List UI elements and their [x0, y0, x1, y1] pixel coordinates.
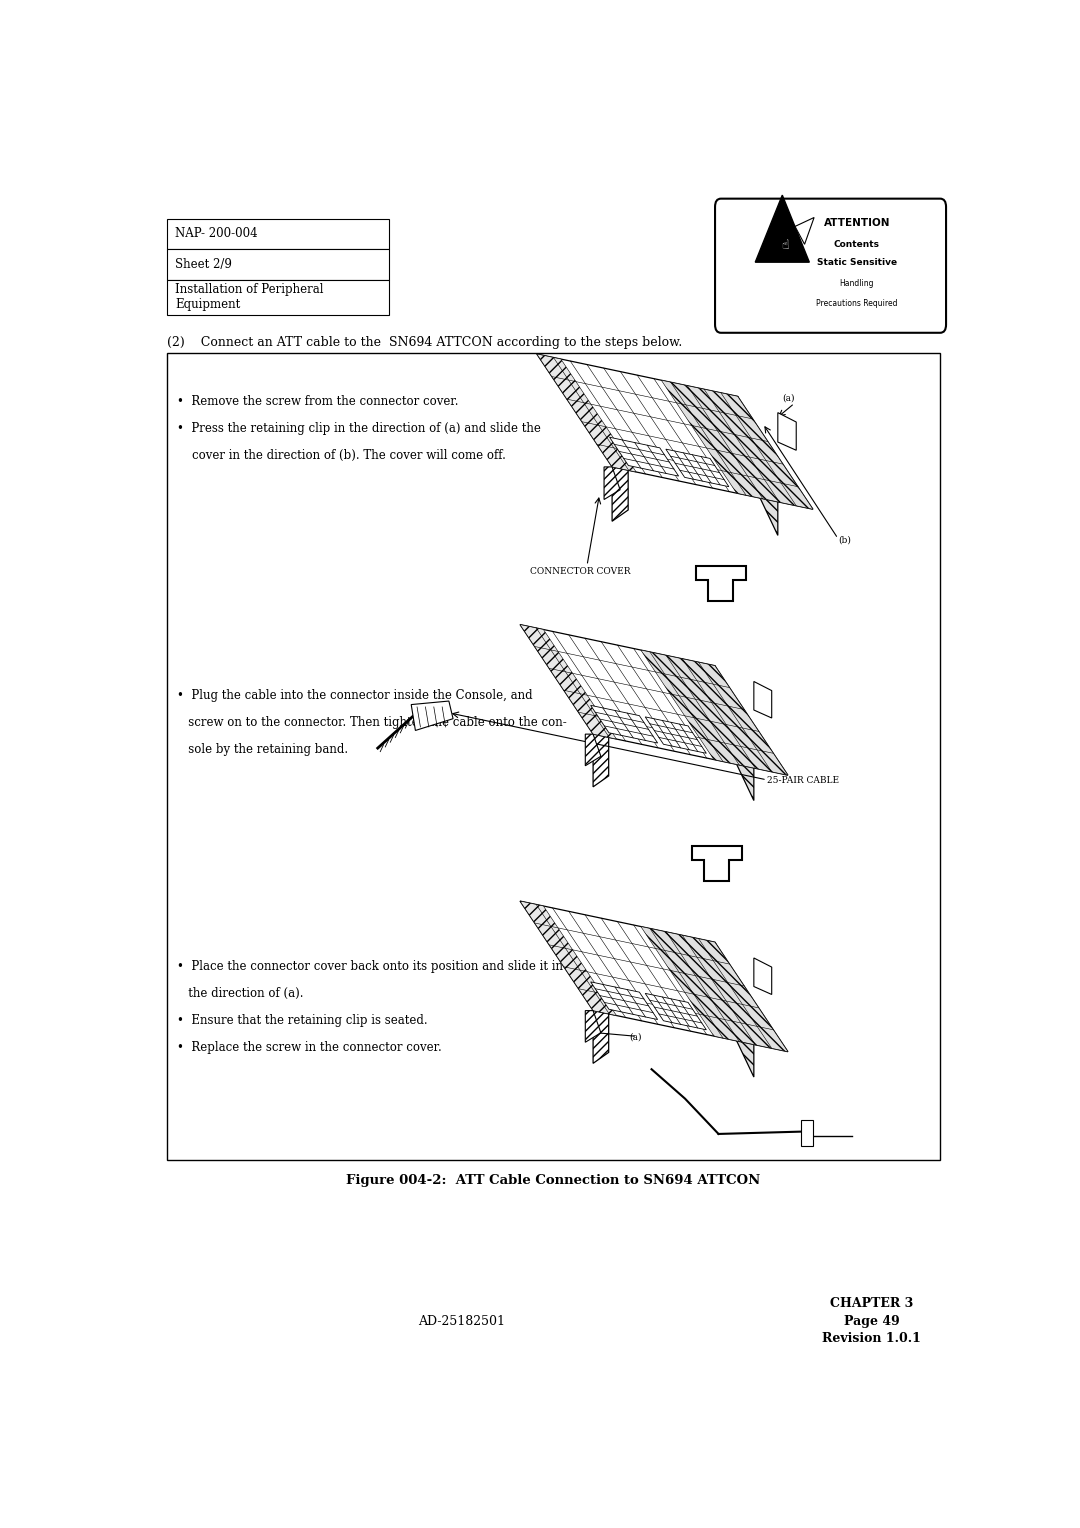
Polygon shape — [666, 449, 729, 487]
Polygon shape — [696, 565, 746, 601]
Polygon shape — [537, 354, 813, 509]
Polygon shape — [754, 681, 772, 718]
Polygon shape — [661, 380, 813, 509]
Text: (a): (a) — [782, 394, 795, 403]
Polygon shape — [521, 902, 617, 1016]
Polygon shape — [521, 625, 617, 740]
Polygon shape — [795, 217, 814, 244]
Text: Page 49: Page 49 — [843, 1314, 900, 1328]
Text: Handling: Handling — [839, 280, 874, 287]
Polygon shape — [645, 717, 706, 753]
Polygon shape — [593, 999, 609, 1063]
Polygon shape — [411, 701, 454, 730]
Text: (b): (b) — [838, 535, 851, 544]
Bar — [166, 280, 389, 315]
Polygon shape — [640, 649, 788, 775]
Text: AD-25182501: AD-25182501 — [418, 1314, 505, 1328]
Text: Installation of Peripheral
Equipment: Installation of Peripheral Equipment — [175, 284, 324, 312]
Text: CONNECTOR COVER: CONNECTOR COVER — [530, 567, 631, 576]
Text: Contents: Contents — [834, 240, 880, 249]
Polygon shape — [585, 733, 600, 766]
Text: Static Sensitive: Static Sensitive — [816, 258, 896, 267]
Polygon shape — [604, 468, 620, 500]
Text: •  Place the connector cover back onto its position and slide it in: • Place the connector cover back onto it… — [177, 960, 563, 973]
Text: Revision 1.0.1: Revision 1.0.1 — [822, 1332, 921, 1345]
Polygon shape — [537, 354, 636, 472]
Text: NAP- 200-004: NAP- 200-004 — [175, 228, 258, 240]
Text: •  Press the retaining clip in the direction of (a) and slide the: • Press the retaining clip in the direct… — [177, 422, 541, 435]
Text: ☝: ☝ — [781, 240, 788, 252]
Polygon shape — [591, 983, 658, 1019]
Text: •  Plug the cable into the connector inside the Console, and: • Plug the cable into the connector insi… — [177, 689, 532, 703]
Text: cover in the direction of (b). The cover will come off.: cover in the direction of (b). The cover… — [177, 449, 505, 463]
Bar — [800, 1120, 813, 1146]
Text: •  Replace the screw in the connector cover.: • Replace the screw in the connector cov… — [177, 1041, 442, 1054]
Text: •  Remove the screw from the connector cover.: • Remove the screw from the connector co… — [177, 396, 458, 408]
Text: the direction of (a).: the direction of (a). — [177, 987, 303, 999]
Polygon shape — [612, 455, 629, 521]
Text: Figure 004-2:  ATT Cable Connection to SN694 ATTCON: Figure 004-2: ATT Cable Connection to SN… — [347, 1174, 760, 1187]
Polygon shape — [754, 958, 772, 995]
Text: •  Ensure that the retaining clip is seated.: • Ensure that the retaining clip is seat… — [177, 1015, 428, 1027]
Text: ATTENTION: ATTENTION — [824, 219, 890, 228]
Polygon shape — [778, 413, 796, 451]
Polygon shape — [585, 1010, 600, 1042]
FancyBboxPatch shape — [715, 199, 946, 333]
Polygon shape — [609, 437, 678, 477]
Text: 25-PAIR CABLE: 25-PAIR CABLE — [767, 776, 839, 785]
Polygon shape — [715, 666, 754, 801]
Polygon shape — [691, 847, 742, 882]
Bar — [166, 219, 389, 249]
Polygon shape — [521, 625, 788, 775]
Text: (2)    Connect an ATT cable to the  SN694 ATTCON according to the steps below.: (2) Connect an ATT cable to the SN694 AT… — [166, 336, 683, 350]
Polygon shape — [640, 926, 788, 1051]
Polygon shape — [755, 196, 809, 263]
Text: CHAPTER 3: CHAPTER 3 — [829, 1297, 914, 1309]
Text: (a): (a) — [629, 1033, 642, 1042]
Polygon shape — [738, 396, 778, 535]
Bar — [166, 249, 389, 280]
Polygon shape — [645, 993, 706, 1030]
Bar — [166, 353, 941, 1160]
Text: sole by the retaining band.: sole by the retaining band. — [177, 744, 348, 756]
Polygon shape — [715, 943, 754, 1077]
Text: Sheet 2/9: Sheet 2/9 — [175, 258, 232, 270]
Text: Precautions Required: Precautions Required — [816, 299, 897, 307]
Polygon shape — [521, 902, 788, 1051]
Text: screw on to the connector. Then tighten the cable onto the con-: screw on to the connector. Then tighten … — [177, 717, 567, 729]
Polygon shape — [593, 723, 609, 787]
Polygon shape — [591, 706, 658, 743]
